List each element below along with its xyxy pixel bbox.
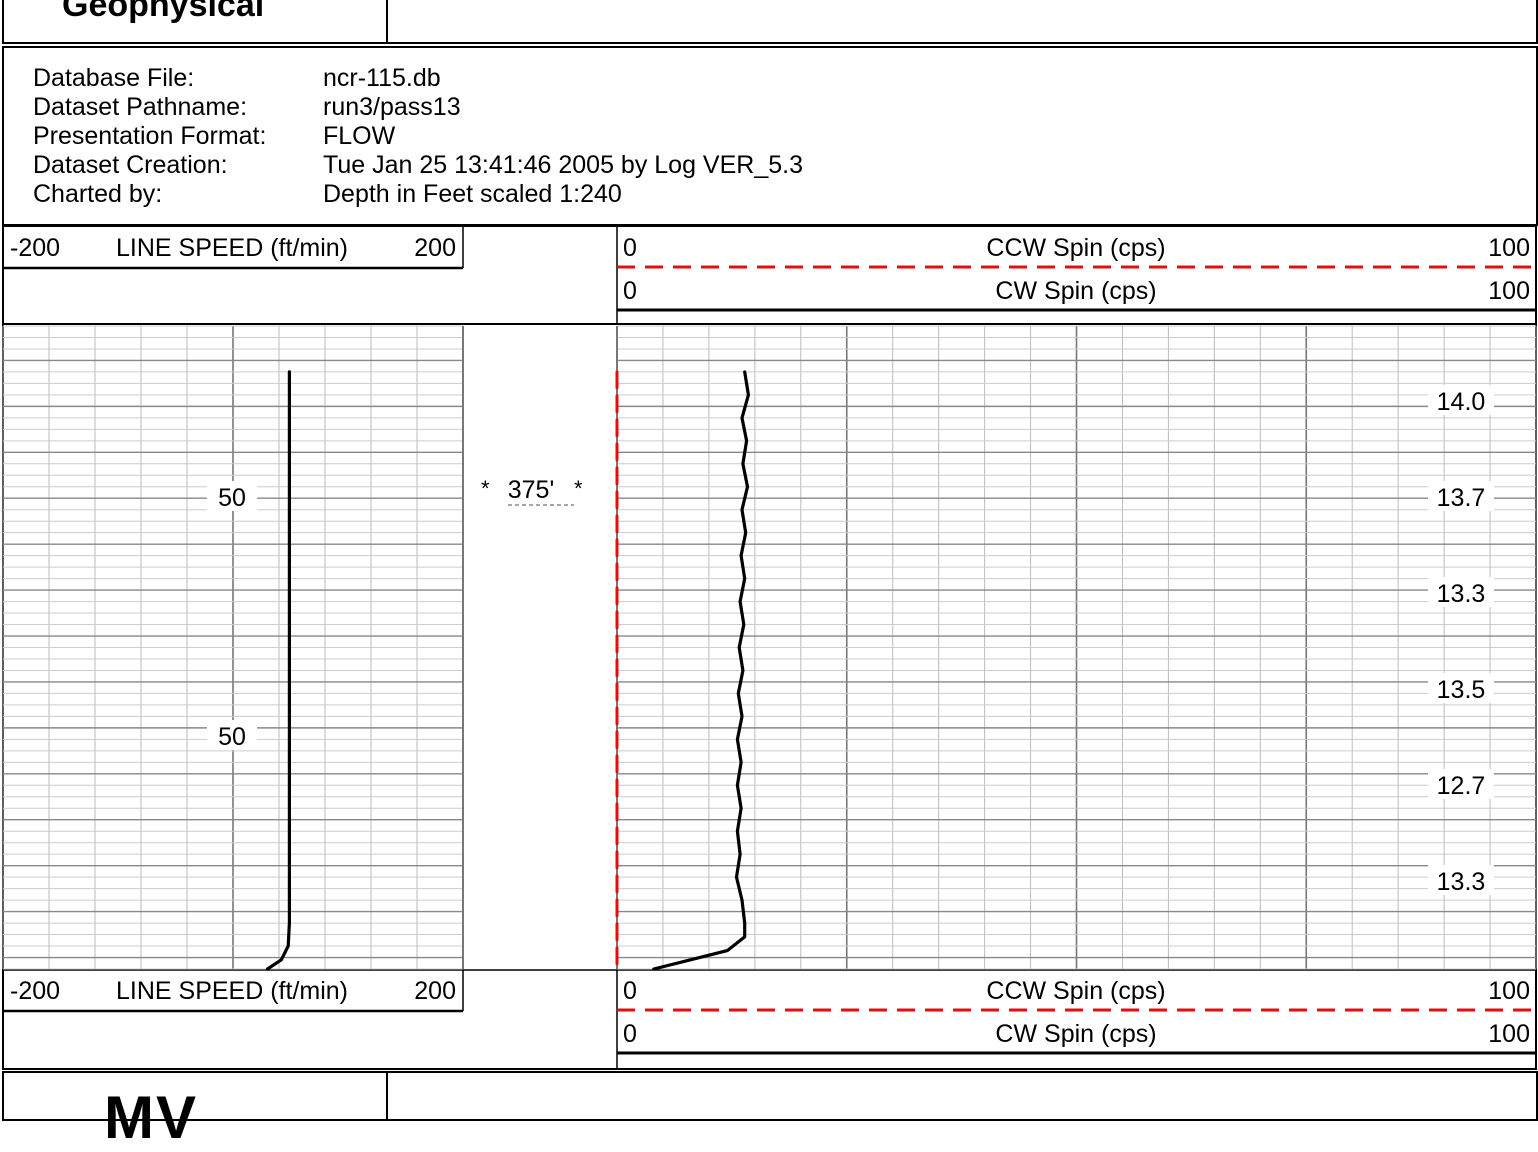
info-value: ncr-115.db bbox=[323, 64, 441, 92]
cw-title: CW Spin (cps) bbox=[995, 1020, 1156, 1048]
ccw-max-label: 100 bbox=[1488, 977, 1530, 1005]
label-background bbox=[207, 481, 257, 511]
info-value: run3/pass13 bbox=[323, 93, 461, 121]
depth-label: 375' bbox=[508, 476, 554, 504]
header-bar: Geophysical bbox=[2, 0, 1538, 44]
label-background bbox=[1428, 577, 1494, 607]
info-value: FLOW bbox=[323, 122, 396, 150]
depth-asterisk-right: * bbox=[574, 476, 583, 501]
cw-max-label: 100 bbox=[1488, 1020, 1530, 1048]
header-divider bbox=[386, 0, 388, 42]
footer-divider bbox=[386, 1073, 388, 1119]
track3-value-label: 12.7 bbox=[1437, 772, 1486, 800]
track3-value-labels: 14.0 13.7 13.3 13.5 12.7 13.3 bbox=[1428, 385, 1494, 896]
cw-min-label: 0 bbox=[623, 1020, 637, 1048]
curves bbox=[265, 370, 750, 971]
track1-value-label: 50 bbox=[218, 723, 246, 751]
track3-grid bbox=[616, 325, 1537, 970]
track3-value-label: 13.3 bbox=[1437, 868, 1486, 896]
track3-value-label: 13.7 bbox=[1437, 484, 1486, 512]
info-label: Presentation Format: bbox=[33, 122, 267, 150]
track1-title: LINE SPEED (ft/min) bbox=[116, 977, 348, 1005]
track1-min-label: -200 bbox=[10, 977, 60, 1005]
track3-header-top: 0 CCW Spin (cps) 100 0 CW Spin (cps) 100 bbox=[616, 226, 1536, 324]
track3-value-label: 13.5 bbox=[1437, 676, 1486, 704]
track1-grid bbox=[2, 325, 464, 970]
track3-value-label: 13.3 bbox=[1437, 580, 1486, 608]
track1-value-label: 50 bbox=[218, 484, 246, 512]
line-speed-curve bbox=[265, 370, 291, 971]
info-value: Depth in Feet scaled 1:240 bbox=[323, 180, 622, 208]
footer-bar: MV bbox=[2, 1071, 1538, 1151]
ccw-min-label: 0 bbox=[623, 234, 637, 262]
track1-max-label: 200 bbox=[414, 977, 456, 1005]
info-label: Charted by: bbox=[33, 180, 163, 208]
label-background bbox=[1428, 769, 1494, 799]
track1-header-top: -200 LINE SPEED (ft/min) 200 bbox=[3, 226, 464, 270]
info-label: Database File: bbox=[33, 64, 195, 92]
track1-header-bottom: -200 LINE SPEED (ft/min) 200 bbox=[3, 970, 464, 1013]
track1-min-label: -200 bbox=[10, 234, 60, 262]
cw-min-label: 0 bbox=[623, 277, 637, 305]
label-background bbox=[207, 720, 257, 750]
cw-max-label: 100 bbox=[1488, 277, 1530, 305]
company-name: Geophysical bbox=[62, 0, 265, 24]
log-chart: -200 LINE SPEED (ft/min) 200 0 CCW Spin … bbox=[2, 225, 1537, 1070]
ccw-min-label: 0 bbox=[623, 977, 637, 1005]
cw-spin-curve bbox=[652, 370, 750, 971]
info-label: Dataset Pathname: bbox=[33, 93, 248, 121]
label-background bbox=[1428, 385, 1494, 415]
cw-title: CW Spin (cps) bbox=[995, 277, 1156, 305]
label-background bbox=[1428, 673, 1494, 703]
track3-header-bottom: 0 CCW Spin (cps) 100 0 CW Spin (cps) 100 bbox=[616, 970, 1536, 1069]
ccw-title: CCW Spin (cps) bbox=[986, 977, 1165, 1005]
track1-value-labels: 50 50 bbox=[207, 481, 257, 751]
depth-asterisk-left: * bbox=[481, 476, 490, 501]
label-background bbox=[1428, 481, 1494, 511]
ccw-max-label: 100 bbox=[1488, 234, 1530, 262]
info-value: Tue Jan 25 13:41:46 2005 by Log VER_5.3 bbox=[323, 151, 803, 179]
ccw-title: CCW Spin (cps) bbox=[986, 234, 1165, 262]
track3-value-label: 14.0 bbox=[1437, 388, 1486, 416]
footer-logo: MV bbox=[104, 1084, 198, 1151]
label-background bbox=[1428, 865, 1494, 895]
depth-marker: * 375' * bbox=[481, 476, 583, 506]
track1-title: LINE SPEED (ft/min) bbox=[116, 234, 348, 262]
info-label: Dataset Creation: bbox=[33, 151, 228, 179]
track1-max-label: 200 bbox=[414, 234, 456, 262]
